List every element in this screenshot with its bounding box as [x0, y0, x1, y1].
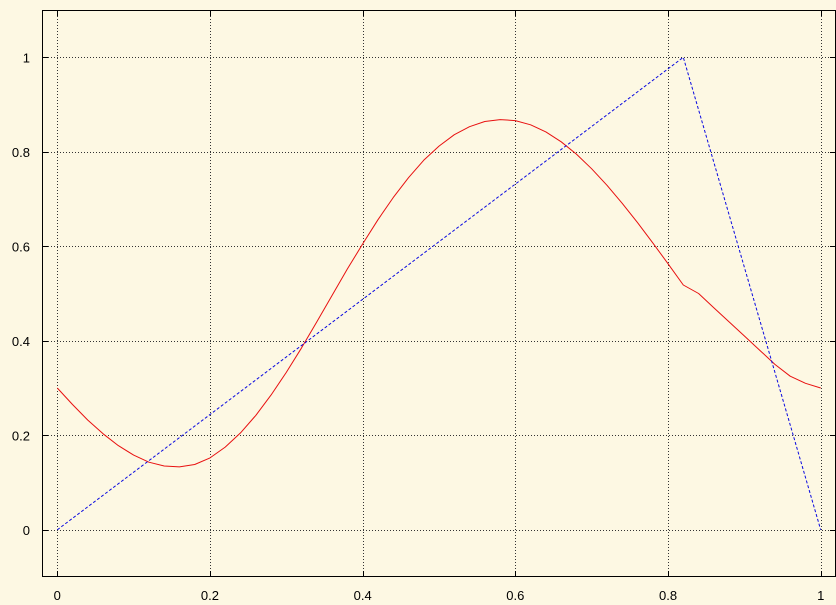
axis-ticks	[42, 10, 836, 577]
y-tick-label: 0.2	[12, 428, 30, 443]
plot-frame	[42, 10, 836, 577]
y-tick-label: 0.4	[12, 334, 30, 349]
x-tick-label: 0	[54, 588, 61, 603]
y-tick-label: 0.6	[12, 239, 30, 254]
y-tick-label: 0.8	[12, 145, 30, 160]
series-line-red-solid	[56, 119, 821, 468]
y-tick-label: 1	[23, 50, 30, 65]
y-tick-label: 0	[23, 523, 30, 538]
x-tick-label: 0.4	[354, 588, 372, 603]
tick-labels: 0 0.2 0.4 0.6 0.8 1 0 0.2 0.4 0.6 0.8 1	[12, 50, 824, 603]
grid-lines	[42, 10, 836, 577]
series-line-blue-dashed	[56, 56, 822, 531]
plot-series	[56, 56, 822, 531]
x-tick-label: 1	[817, 588, 824, 603]
x-tick-label: 0.6	[506, 588, 524, 603]
x-tick-label: 0.2	[201, 588, 219, 603]
x-tick-label: 0.8	[659, 588, 677, 603]
